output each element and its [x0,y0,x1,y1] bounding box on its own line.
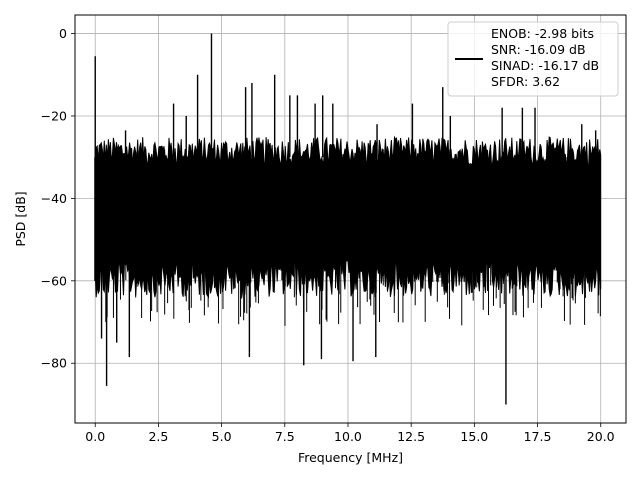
x-tick-label: 5.0 [212,429,232,444]
x-tick-label: 10.0 [334,429,362,444]
x-axis-ticks: 0.0 2.5 5.0 7.5 10.0 12.5 15.0 17.5 20.0 [85,423,615,444]
y-axis-ticks: 0 −20 −40 −60 −80 [41,26,75,371]
y-tick-label: −80 [41,356,67,371]
x-tick-label: 20.0 [587,429,615,444]
legend-entry-sfdr: SFDR: 3.62 [491,74,560,89]
x-tick-label: 2.5 [148,429,168,444]
y-tick-label: −60 [41,273,67,288]
legend: ENOB: -2.98 bits SNR: -16.09 dB SINAD: -… [447,21,619,97]
x-tick-label: 17.5 [524,429,552,444]
y-tick-label: −40 [41,191,67,206]
legend-entry-enob: ENOB: -2.98 bits [491,26,594,41]
y-tick-label: 0 [59,26,67,41]
x-tick-label: 12.5 [397,429,425,444]
x-tick-label: 0.0 [85,429,105,444]
legend-entry-snr: SNR: -16.09 dB [491,42,586,57]
axes-frame [74,14,627,424]
y-axis-label: PSD [dB] [13,191,28,246]
series-psd [94,33,602,405]
x-tick-label: 15.0 [460,429,488,444]
x-tick-label: 7.5 [275,429,295,444]
legend-box [447,21,619,97]
legend-entry-sinad: SINAD: -16.17 dB [491,58,599,73]
y-tick-label: −20 [41,108,67,123]
psd-spurs [94,33,601,405]
x-axis-label: Frequency [MHz] [298,450,403,465]
